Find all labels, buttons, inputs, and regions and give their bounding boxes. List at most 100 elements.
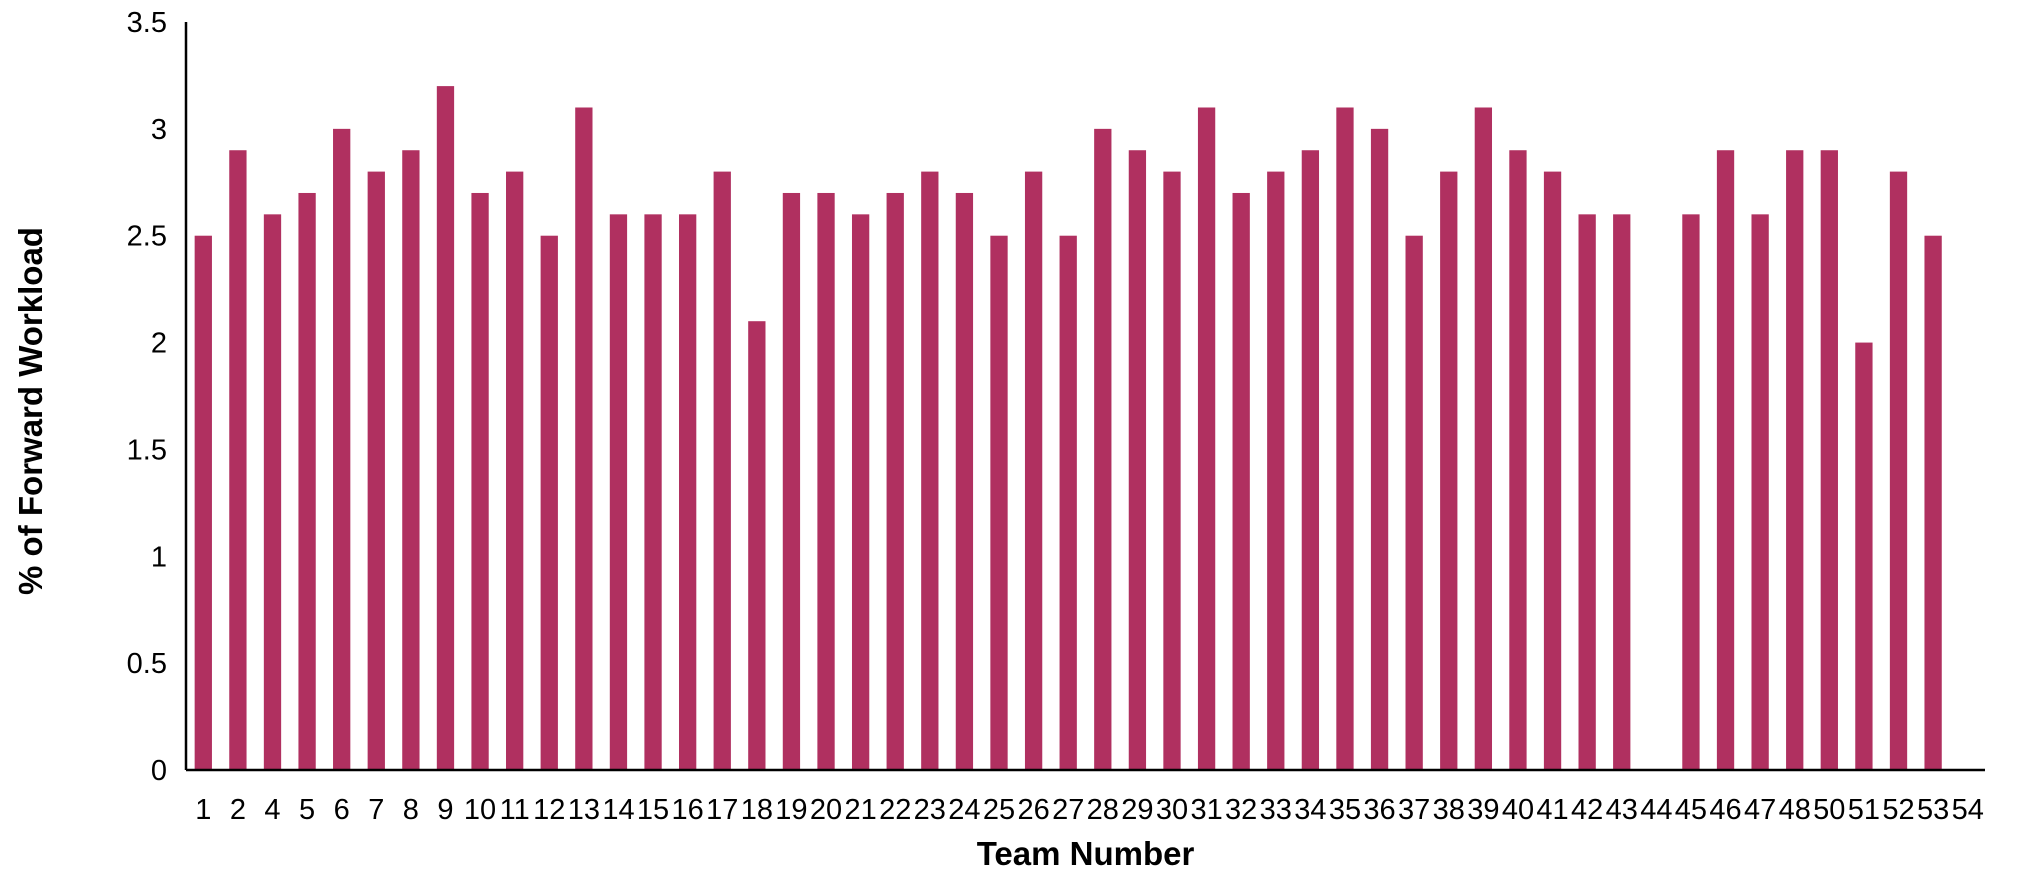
x-tick-label: 45 — [1675, 794, 1707, 826]
y-tick-label: 0.5 — [127, 648, 167, 680]
x-tick-label: 46 — [1709, 794, 1741, 826]
x-tick-label: 20 — [810, 794, 842, 826]
x-tick-label: 29 — [1121, 794, 1153, 826]
bar-team-45 — [1682, 214, 1700, 771]
bar-team-15 — [644, 214, 662, 771]
bar-team-38 — [1440, 171, 1458, 771]
y-tick-label: 1 — [151, 541, 167, 573]
x-tick-label: 15 — [637, 794, 669, 826]
x-tick-label: 28 — [1087, 794, 1119, 826]
bar-team-28 — [1094, 128, 1112, 771]
bar-team-12 — [540, 235, 558, 770]
x-tick-label: 11 — [500, 794, 530, 826]
bar-team-26 — [1024, 171, 1043, 771]
x-tick-label: 13 — [568, 794, 600, 826]
x-tick-label: 24 — [948, 794, 980, 826]
x-tick-label: 17 — [706, 794, 738, 826]
y-axis-title: % of Forward Workload — [12, 227, 49, 595]
x-tick-label: 7 — [368, 794, 384, 826]
x-tick-label: 2 — [230, 794, 246, 826]
bar-team-30 — [1163, 171, 1181, 771]
bar-team-53 — [1924, 235, 1942, 770]
bar-team-8 — [402, 150, 420, 771]
x-axis-title: Team Number — [977, 835, 1195, 872]
x-tick-label: 51 — [1848, 794, 1880, 826]
bar-team-33 — [1267, 171, 1285, 771]
x-tick-label: 8 — [403, 794, 419, 826]
x-tick-label: 21 — [844, 794, 876, 826]
bars-group — [194, 86, 1942, 771]
x-tick-label: 33 — [1260, 794, 1292, 826]
bar-team-2 — [229, 150, 247, 771]
x-tick-label: 5 — [299, 794, 315, 826]
bar-team-42 — [1578, 214, 1596, 771]
bar-team-41 — [1543, 171, 1562, 771]
x-tick-label: 37 — [1398, 794, 1430, 826]
bar-team-14 — [609, 214, 628, 771]
y-tick-label: 1.5 — [127, 434, 167, 466]
bar-team-43 — [1613, 214, 1631, 771]
bar-team-27 — [1059, 235, 1077, 770]
x-tick-label: 42 — [1571, 794, 1603, 826]
x-tick-label: 16 — [672, 794, 704, 826]
x-tick-label: 39 — [1467, 794, 1499, 826]
y-tick-label: 3 — [151, 114, 167, 146]
x-tick-label: 32 — [1225, 794, 1257, 826]
bar-team-4 — [263, 214, 282, 771]
y-tick-label: 2.5 — [127, 221, 167, 253]
x-tick-label: 1 — [195, 794, 211, 826]
y-tick-label: 3.5 — [127, 7, 167, 39]
x-tick-label: 26 — [1017, 794, 1049, 826]
bar-team-17 — [713, 171, 731, 771]
bar-team-52 — [1889, 171, 1908, 771]
x-tick-label: 25 — [983, 794, 1015, 826]
x-tick-label: 10 — [464, 794, 496, 826]
bar-team-13 — [575, 107, 593, 771]
x-tick-labels: 1 2 4 5 6 7 8 9 10 11 12 13 14 15 16 17 18 19 20 21 22 23 24 25… — [195, 794, 1984, 826]
x-tick-label: 48 — [1779, 794, 1811, 826]
x-tick-label: 44 — [1640, 794, 1672, 826]
bar-team-9 — [436, 86, 455, 771]
bar-team-22 — [886, 192, 904, 771]
bar-team-18 — [748, 321, 766, 770]
x-tick-label: 36 — [1363, 794, 1395, 826]
bar-team-5 — [298, 192, 316, 771]
x-tick-label: 9 — [437, 794, 453, 826]
bar-team-21 — [851, 214, 870, 771]
bar-team-40 — [1509, 150, 1527, 771]
x-tick-label: 38 — [1433, 794, 1465, 826]
x-tick-label: 47 — [1744, 794, 1776, 826]
bar-team-31 — [1197, 107, 1216, 771]
bar-team-25 — [990, 235, 1008, 770]
bar-team-51 — [1855, 342, 1873, 770]
bar-team-19 — [782, 192, 801, 771]
bar-team-34 — [1301, 150, 1320, 771]
x-tick-label: 27 — [1052, 794, 1084, 826]
bar-team-24 — [955, 192, 974, 771]
bar-team-46 — [1716, 150, 1735, 771]
bar-team-35 — [1336, 107, 1354, 771]
x-tick-label: 6 — [334, 794, 350, 826]
x-tick-label: 18 — [741, 794, 773, 826]
x-tick-label: 41 — [1536, 794, 1568, 826]
x-tick-label: 14 — [602, 794, 634, 826]
bar-team-7 — [367, 171, 385, 771]
x-tick-label: 54 — [1952, 794, 1984, 826]
x-tick-label: 50 — [1813, 794, 1845, 826]
bar-team-23 — [921, 171, 939, 771]
x-tick-label: 34 — [1294, 794, 1326, 826]
bar-team-6 — [333, 128, 351, 771]
x-tick-label: 31 — [1190, 794, 1222, 826]
bar-team-16 — [679, 214, 697, 771]
x-tick-label: 40 — [1502, 794, 1534, 826]
bar-team-39 — [1474, 107, 1493, 771]
bar-team-11 — [506, 171, 524, 771]
bar-team-1 — [194, 235, 212, 770]
x-tick-label: 22 — [879, 794, 911, 826]
bar-team-48 — [1786, 150, 1804, 771]
bar-team-10 — [471, 192, 489, 771]
y-tick-labels: 0 0.5 1 1.5 2 2.5 3 3.5 — [127, 7, 167, 787]
x-tick-label: 4 — [264, 794, 280, 826]
bar-team-20 — [817, 192, 835, 771]
